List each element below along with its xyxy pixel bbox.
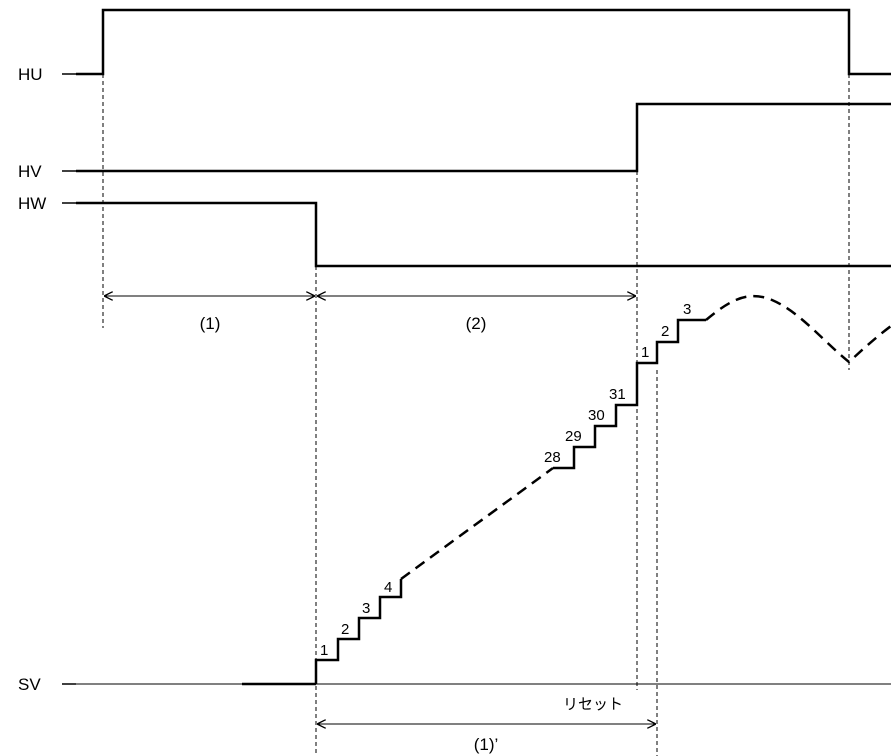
sv-staircase-end [553, 384, 639, 470]
step-label-2: 2 [341, 621, 349, 638]
step-label-next-3: 3 [683, 301, 691, 318]
label-hv: HV [18, 162, 42, 181]
reset-label: リセット [563, 695, 623, 713]
label-sv: SV [18, 675, 41, 694]
step-label-next-2: 2 [661, 323, 669, 340]
sv-staircase-start [314, 579, 403, 684]
step-label-29: 29 [565, 428, 582, 445]
label-hu: HU [18, 65, 43, 84]
sv-wave-dashed [705, 294, 891, 364]
step-label-1: 1 [320, 642, 328, 659]
interval-1prime-label: (1)’ [474, 735, 499, 754]
step-label-28: 28 [544, 449, 561, 466]
sv-ramp-dashed [400, 466, 554, 581]
interval-2-label: (2) [466, 314, 487, 333]
step-label-31: 31 [609, 386, 626, 403]
step-label-30: 30 [588, 407, 605, 424]
hv-waveform [76, 102, 891, 173]
interval-1-label: (1) [200, 314, 221, 333]
step-label-3: 3 [362, 600, 370, 617]
sv-staircase-reset [635, 318, 706, 384]
label-hw: HW [18, 194, 46, 213]
step-label-next-1: 1 [641, 344, 649, 361]
step-label-4: 4 [384, 579, 392, 596]
hu-waveform [76, 8, 891, 76]
hw-waveform [76, 201, 891, 268]
